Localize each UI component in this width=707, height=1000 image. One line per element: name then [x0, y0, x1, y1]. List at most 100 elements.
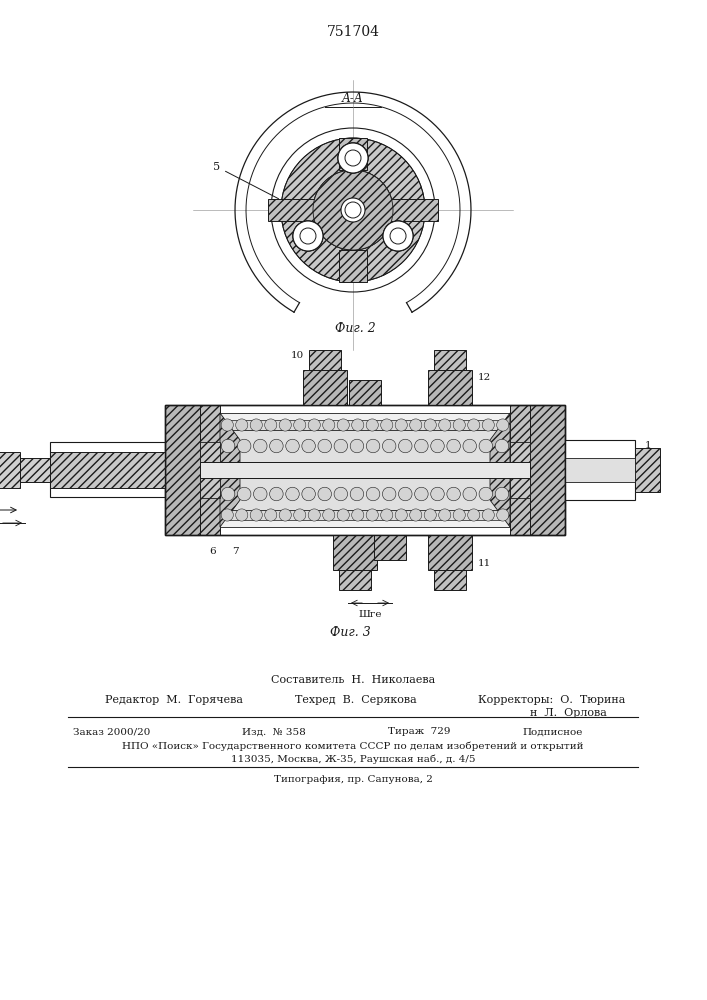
Circle shape: [496, 509, 509, 521]
Circle shape: [366, 509, 378, 521]
Bar: [333, 535, 377, 570]
Circle shape: [382, 439, 396, 453]
Bar: [165, 405, 565, 535]
Text: Тираж  729: Тираж 729: [388, 728, 450, 736]
Circle shape: [308, 419, 320, 431]
Text: 751704: 751704: [327, 25, 380, 39]
Text: 9: 9: [339, 382, 345, 391]
Bar: [220, 420, 510, 430]
Circle shape: [482, 419, 494, 431]
Circle shape: [302, 487, 315, 501]
Circle shape: [366, 419, 378, 431]
Bar: [434, 570, 466, 590]
Circle shape: [409, 419, 422, 431]
Text: н  Л.  Орлова: н Л. Орлова: [530, 708, 607, 718]
Bar: [339, 250, 367, 282]
Text: 4: 4: [377, 548, 383, 558]
Circle shape: [279, 509, 291, 521]
Bar: [20, 458, 50, 482]
Circle shape: [383, 221, 413, 251]
Circle shape: [337, 419, 349, 431]
Circle shape: [221, 487, 235, 501]
Text: Фиг. 3: Фиг. 3: [329, 626, 370, 640]
Circle shape: [286, 487, 299, 501]
Bar: [339, 570, 371, 590]
Circle shape: [293, 221, 323, 251]
Circle shape: [424, 509, 436, 521]
Circle shape: [293, 221, 323, 251]
Circle shape: [334, 487, 348, 501]
Circle shape: [313, 170, 393, 250]
Circle shape: [341, 198, 365, 222]
Bar: [303, 370, 347, 405]
Circle shape: [467, 419, 480, 431]
Circle shape: [338, 143, 368, 173]
Circle shape: [221, 419, 233, 431]
Text: Корректоры:  О.  Тюрина: Корректоры: О. Тюрина: [478, 695, 626, 705]
Text: 11: 11: [478, 558, 491, 568]
Circle shape: [264, 419, 277, 431]
Circle shape: [447, 487, 460, 501]
Text: Заказ 2000/20: Заказ 2000/20: [73, 728, 151, 736]
Bar: [510, 405, 530, 535]
Circle shape: [414, 439, 428, 453]
Circle shape: [322, 419, 335, 431]
Circle shape: [345, 150, 361, 166]
Text: Шге: Шге: [358, 610, 382, 619]
Circle shape: [383, 221, 413, 251]
Bar: [339, 138, 367, 170]
Bar: [165, 405, 200, 535]
Text: Редактор  М.  Горячева: Редактор М. Горячева: [105, 695, 243, 705]
Circle shape: [395, 509, 407, 521]
Circle shape: [341, 198, 365, 222]
Circle shape: [345, 150, 361, 166]
Circle shape: [286, 439, 299, 453]
Circle shape: [238, 487, 251, 501]
Circle shape: [447, 439, 460, 453]
Circle shape: [279, 419, 291, 431]
Bar: [50, 442, 165, 497]
Bar: [200, 462, 530, 478]
Circle shape: [250, 509, 262, 521]
Circle shape: [293, 419, 306, 431]
Bar: [200, 442, 220, 498]
Bar: [565, 440, 635, 500]
Circle shape: [390, 228, 406, 244]
Circle shape: [345, 202, 361, 218]
Circle shape: [269, 439, 284, 453]
Circle shape: [453, 419, 465, 431]
Text: А-А: А-А: [342, 92, 364, 105]
Circle shape: [300, 228, 316, 244]
Circle shape: [463, 487, 477, 501]
Circle shape: [482, 509, 494, 521]
Circle shape: [221, 439, 235, 453]
Text: 6: 6: [210, 546, 216, 556]
Bar: [565, 458, 635, 482]
Text: Подписное: Подписное: [522, 728, 583, 736]
Circle shape: [467, 509, 480, 521]
Circle shape: [399, 487, 412, 501]
Bar: [434, 350, 466, 370]
Circle shape: [269, 487, 284, 501]
Bar: [220, 478, 510, 510]
Text: 5: 5: [213, 162, 220, 172]
Circle shape: [300, 228, 316, 244]
Circle shape: [453, 509, 465, 521]
Circle shape: [431, 439, 444, 453]
Circle shape: [495, 439, 509, 453]
Circle shape: [479, 487, 493, 501]
Circle shape: [337, 509, 349, 521]
Text: 7: 7: [232, 546, 238, 556]
Circle shape: [351, 419, 364, 431]
Bar: [309, 350, 341, 370]
Bar: [200, 405, 220, 535]
Circle shape: [254, 439, 267, 453]
Circle shape: [390, 228, 406, 244]
Text: Типография, пр. Сапунова, 2: Типография, пр. Сапунова, 2: [274, 776, 433, 784]
Circle shape: [318, 487, 332, 501]
Circle shape: [302, 439, 315, 453]
Circle shape: [338, 143, 368, 173]
Circle shape: [345, 202, 361, 218]
Text: Составитель  Н.  Николаева: Составитель Н. Николаева: [271, 675, 435, 685]
Text: НПО «Поиск» Государственного комитета СССР по делам изобретений и открытий: НПО «Поиск» Государственного комитета СС…: [122, 741, 584, 751]
